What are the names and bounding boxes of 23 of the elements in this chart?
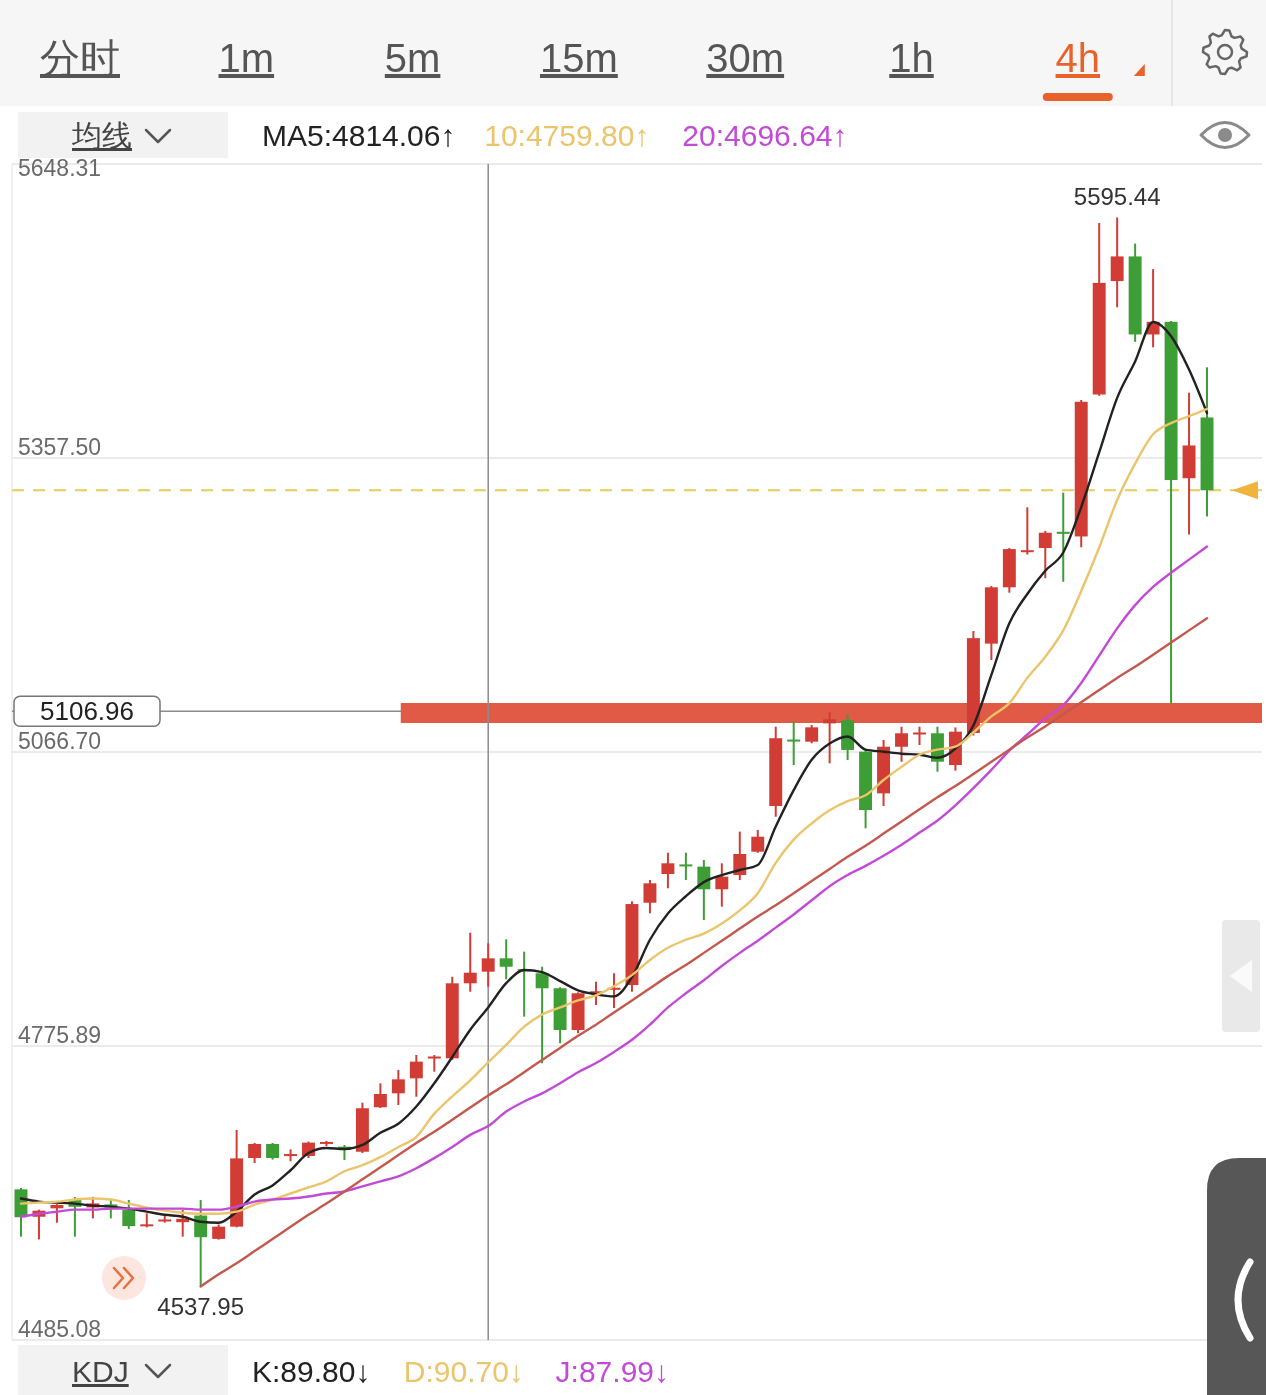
text: 20:4696.64↑ (682, 119, 848, 152)
annotation: 4537.95 (157, 1292, 245, 1320)
y-tick-label: 5357.50 (18, 434, 102, 460)
text: 1m (218, 36, 275, 80)
text: 均线 (71, 119, 132, 152)
text: 10:4759.80↑ (484, 119, 650, 152)
y-tick-label: 5648.31 (18, 155, 102, 181)
text: 15m (539, 36, 618, 80)
text: 分时 (40, 36, 120, 80)
text: 5m (384, 36, 441, 80)
y-tick-label: 4485.08 (18, 1316, 102, 1342)
text: 30m (706, 36, 785, 80)
text: MA5:4814.06↑ (262, 119, 456, 152)
text: J:87.99↓ (555, 1355, 670, 1388)
y-tick-label: 4775.89 (18, 1022, 102, 1048)
text: 4h (1055, 36, 1101, 80)
text: 1h (889, 36, 934, 80)
annotation: 5595.44 (1073, 183, 1161, 211)
text: KDJ (72, 1355, 129, 1388)
text: D:90.70↓ (403, 1355, 524, 1388)
y-tick-label: 5066.70 (18, 727, 102, 754)
ref-line-label: 5106.96 (40, 696, 134, 727)
text: K:89.80↓ (252, 1355, 371, 1388)
